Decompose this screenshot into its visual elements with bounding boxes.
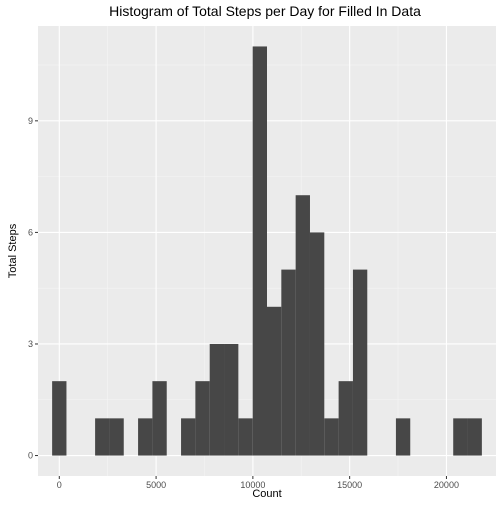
x-tick-label: 0 <box>57 480 62 490</box>
histogram-bars <box>52 46 482 456</box>
y-tick-label: 3 <box>28 339 33 349</box>
histogram-bar <box>281 269 296 456</box>
y-axis: 0 3 6 9 <box>28 116 38 461</box>
histogram-bar <box>338 381 353 456</box>
histogram-bar <box>181 418 196 456</box>
histogram-bar <box>395 418 411 456</box>
histogram-bar <box>252 46 267 456</box>
y-tick-label: 6 <box>28 227 33 237</box>
x-axis: 0 5000 10000 15000 20000 <box>57 476 459 490</box>
histogram-bar <box>195 381 210 456</box>
histogram-bar <box>267 306 282 456</box>
y-axis-title: Total Steps <box>7 223 19 278</box>
histogram-bar <box>152 381 167 456</box>
histogram-bar <box>324 418 339 456</box>
y-tick-label: 0 <box>28 451 33 461</box>
x-tick-label: 10000 <box>240 480 265 490</box>
histogram-bar <box>52 381 67 456</box>
histogram-bar <box>295 195 310 456</box>
histogram-bar <box>309 232 325 456</box>
histogram-bar <box>95 418 110 456</box>
chart-title: Histogram of Total Steps per Day for Fil… <box>109 3 421 19</box>
x-axis-title: Count <box>252 488 281 500</box>
x-tick-label: 20000 <box>434 480 459 490</box>
histogram-bar <box>352 269 368 456</box>
y-tick-label: 9 <box>28 116 33 126</box>
x-tick-label: 15000 <box>337 480 362 490</box>
x-tick-label: 5000 <box>146 480 166 490</box>
histogram-bar <box>138 418 153 456</box>
histogram-bar <box>453 418 468 456</box>
histogram-bar <box>209 343 225 456</box>
histogram-bar <box>238 418 253 456</box>
histogram-bar <box>224 343 239 456</box>
histogram-bar <box>467 418 482 456</box>
histogram-bar <box>109 418 124 456</box>
